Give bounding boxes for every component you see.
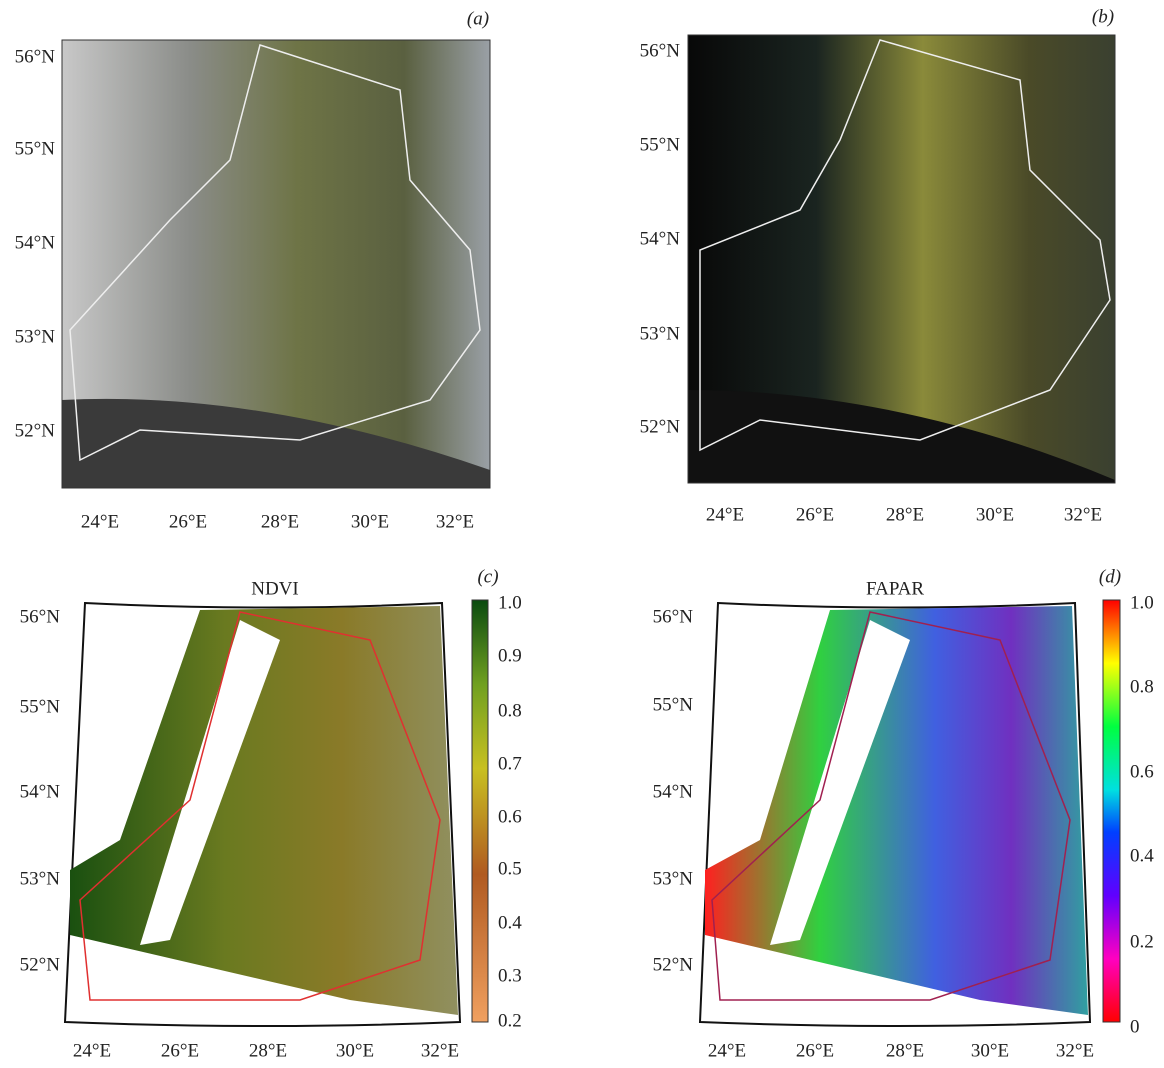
- colorbar-label: 0.4: [1130, 845, 1154, 866]
- longitude-label: 30°E: [336, 1040, 374, 1061]
- latitude-label: 52°N: [653, 954, 694, 975]
- panel-title: NDVI: [251, 578, 299, 599]
- longitude-label: 24°E: [81, 511, 119, 532]
- colorbar-label: 0.4: [498, 912, 522, 933]
- colorbar-label: 0.6: [498, 806, 522, 827]
- longitude-label: 24°E: [706, 504, 744, 525]
- longitude-label: 30°E: [971, 1040, 1009, 1061]
- longitude-label: 26°E: [796, 1040, 834, 1061]
- longitude-label: 24°E: [73, 1040, 111, 1061]
- colorbar: [1103, 600, 1120, 1022]
- latitude-label: 53°N: [15, 326, 56, 347]
- colorbar-label: 1.0: [498, 592, 522, 613]
- panel-label: (d): [1099, 566, 1121, 587]
- colorbar-label: 0.9: [498, 645, 522, 666]
- longitude-label: 32°E: [1056, 1040, 1094, 1061]
- panel-title: FAPAR: [866, 578, 924, 599]
- colorbar-label: 0.8: [498, 700, 522, 721]
- longitude-label: 26°E: [169, 511, 207, 532]
- colorbar-label: 0.7: [498, 753, 522, 774]
- latitude-label: 52°N: [640, 416, 681, 437]
- longitude-label: 28°E: [886, 504, 924, 525]
- colorbar-label: 0.5: [498, 858, 522, 879]
- latitude-label: 55°N: [653, 694, 694, 715]
- latitude-label: 53°N: [653, 868, 694, 889]
- colorbar-label: 1.0: [1130, 592, 1154, 613]
- colorbar: [472, 600, 488, 1022]
- panel-label: (c): [477, 566, 498, 587]
- latitude-label: 55°N: [640, 134, 681, 155]
- latitude-label: 55°N: [20, 696, 61, 717]
- latitude-label: 54°N: [640, 228, 681, 249]
- latitude-label: 52°N: [20, 954, 61, 975]
- colorbar-label: 0.2: [1130, 931, 1154, 952]
- latitude-label: 56°N: [640, 40, 681, 61]
- longitude-label: 28°E: [886, 1040, 924, 1061]
- colorbar-label: 0.8: [1130, 676, 1154, 697]
- longitude-label: 26°E: [796, 504, 834, 525]
- figure: (a) 56°N 55°N 54°N 53°N 52°N 24°E 26°E 28°E 30°E 3…: [0, 0, 1164, 1068]
- longitude-label: 24°E: [708, 1040, 746, 1061]
- longitude-label: 28°E: [249, 1040, 287, 1061]
- latitude-label: 56°N: [653, 606, 694, 627]
- colorbar-label: 0.2: [498, 1010, 522, 1031]
- panel-label: (b): [1092, 6, 1114, 27]
- latitude-label: 53°N: [640, 323, 681, 344]
- longitude-label: 32°E: [421, 1040, 459, 1061]
- latitude-label: 55°N: [15, 138, 56, 159]
- latitude-label: 54°N: [20, 781, 61, 802]
- longitude-label: 32°E: [1064, 504, 1102, 525]
- longitude-label: 30°E: [976, 504, 1014, 525]
- colorbar-label: 0: [1130, 1016, 1140, 1037]
- latitude-label: 54°N: [653, 781, 694, 802]
- latitude-label: 56°N: [20, 606, 61, 627]
- latitude-label: 54°N: [15, 232, 56, 253]
- latitude-label: 52°N: [15, 420, 56, 441]
- colorbar-label: 0.6: [1130, 761, 1154, 782]
- longitude-label: 30°E: [351, 511, 389, 532]
- panel-label: (a): [467, 8, 489, 29]
- longitude-label: 32°E: [436, 511, 474, 532]
- latitude-label: 53°N: [20, 868, 61, 889]
- latitude-label: 56°N: [15, 46, 56, 67]
- longitude-label: 28°E: [261, 511, 299, 532]
- longitude-label: 26°E: [161, 1040, 199, 1061]
- colorbar-label: 0.3: [498, 965, 522, 986]
